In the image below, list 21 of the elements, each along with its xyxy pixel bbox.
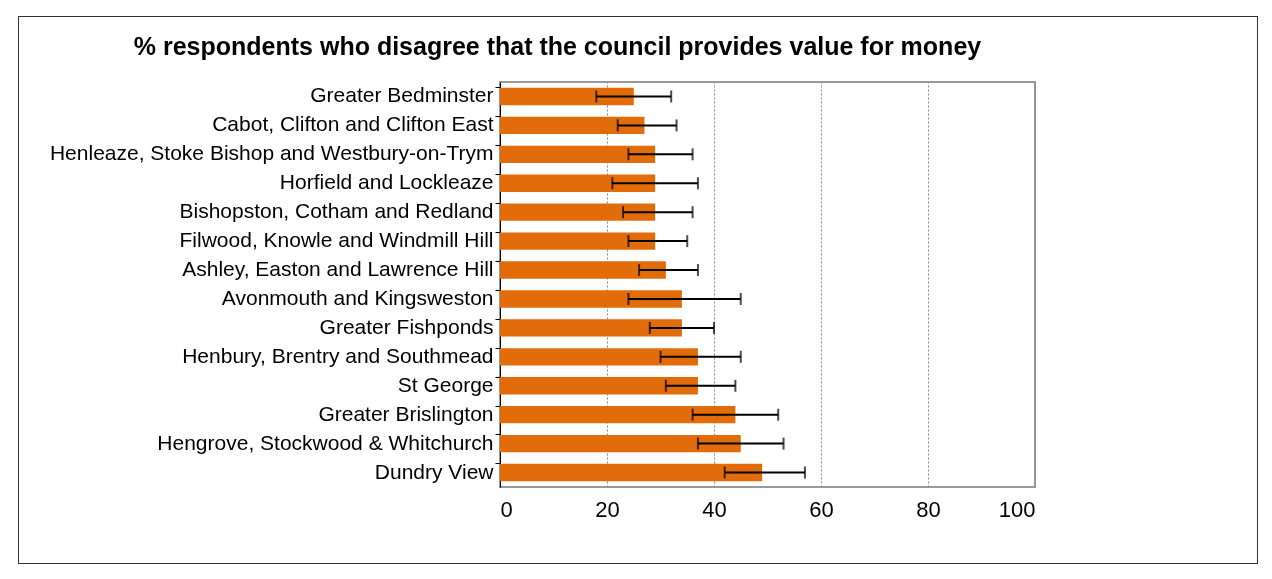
x-tick-label: 100	[998, 496, 1036, 522]
y-tick-label: Greater Brislington	[318, 401, 494, 425]
y-tick-label: Ashley, Easton and Lawrence Hill	[182, 257, 494, 281]
x-tick-label: 20	[595, 496, 620, 522]
y-tick-label: Horfield and Lockleaze	[279, 170, 494, 194]
y-tick-label: Cabot, Clifton and Clifton East	[212, 112, 494, 136]
x-tick-label: 80	[916, 496, 941, 522]
y-tick-label: Avonmouth and Kingsweston	[221, 285, 494, 309]
y-tick-label: Filwood, Knowle and Windmill Hill	[179, 228, 494, 252]
y-tick-label: Hengrove, Stockwood & Whitchurch	[157, 430, 494, 454]
x-tick-label: 0	[500, 496, 513, 522]
x-tick-label: 60	[809, 496, 834, 522]
chart-title: % respondents who disagree that the council provides value for money	[133, 32, 982, 60]
x-tick-label: 40	[702, 496, 727, 522]
y-tick-label: Henbury, Brentry and Southmead	[182, 343, 494, 367]
y-tick-label: Greater Bedminster	[310, 83, 494, 107]
y-tick-label: St George	[397, 372, 494, 396]
y-tick-label: Bishopston, Cotham and Redland	[179, 199, 494, 223]
y-tick-label: Henleaze, Stoke Bishop and Westbury-on-Trym	[49, 141, 494, 165]
y-tick-label: Dundry View	[374, 459, 495, 483]
y-tick-label: Greater Fishponds	[319, 314, 494, 338]
